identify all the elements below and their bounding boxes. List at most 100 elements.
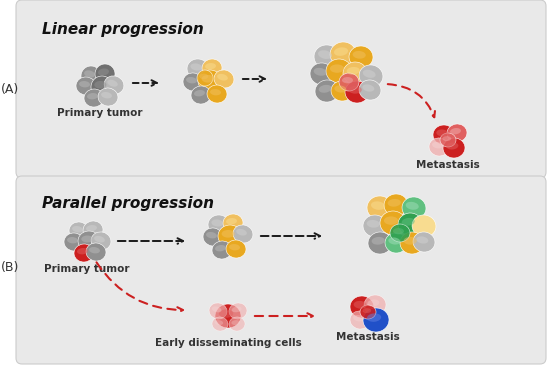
Ellipse shape [72,226,83,232]
Ellipse shape [76,77,96,95]
Ellipse shape [367,299,380,307]
Ellipse shape [214,320,223,325]
Ellipse shape [190,63,202,71]
Ellipse shape [211,220,223,227]
Ellipse shape [215,304,241,328]
Ellipse shape [367,196,393,220]
Ellipse shape [359,65,383,87]
Ellipse shape [429,138,449,156]
Text: Primary tumor: Primary tumor [57,108,143,118]
Ellipse shape [334,47,348,56]
Ellipse shape [404,237,417,244]
Ellipse shape [86,225,97,231]
Ellipse shape [198,70,222,92]
Ellipse shape [229,303,247,319]
Ellipse shape [207,85,227,103]
FancyBboxPatch shape [16,176,546,364]
Ellipse shape [226,218,237,224]
Ellipse shape [364,295,386,315]
FancyBboxPatch shape [16,0,546,178]
Ellipse shape [360,305,376,319]
Ellipse shape [315,80,339,102]
Ellipse shape [350,296,374,318]
Ellipse shape [334,85,346,93]
Ellipse shape [440,133,456,147]
Ellipse shape [214,70,234,88]
Ellipse shape [206,232,217,238]
Ellipse shape [91,232,111,250]
Ellipse shape [81,66,101,86]
Ellipse shape [310,63,334,85]
Ellipse shape [367,220,380,228]
Ellipse shape [371,201,385,210]
Ellipse shape [200,74,208,79]
Ellipse shape [77,248,88,254]
Ellipse shape [400,232,424,254]
Text: (B): (B) [1,261,19,274]
Text: Metastasis: Metastasis [416,160,480,170]
Ellipse shape [107,80,118,87]
Text: Primary tumor: Primary tumor [44,264,130,274]
Text: Early disseminating cells: Early disseminating cells [155,338,301,348]
Ellipse shape [331,81,353,101]
Ellipse shape [78,231,100,251]
Ellipse shape [372,237,385,245]
Ellipse shape [345,81,369,103]
Ellipse shape [349,86,362,94]
Ellipse shape [67,237,78,243]
Ellipse shape [342,77,353,83]
Ellipse shape [343,62,367,84]
Ellipse shape [350,311,370,329]
Ellipse shape [314,68,327,76]
Ellipse shape [346,67,360,75]
Ellipse shape [104,76,124,94]
Ellipse shape [349,46,373,68]
Ellipse shape [363,215,387,237]
Ellipse shape [208,215,230,235]
Ellipse shape [384,216,398,225]
Ellipse shape [393,228,404,234]
Ellipse shape [197,70,213,86]
Ellipse shape [229,317,245,331]
Ellipse shape [450,128,461,134]
Ellipse shape [233,225,253,243]
Ellipse shape [353,315,364,321]
Ellipse shape [202,75,215,83]
Ellipse shape [363,70,376,78]
Ellipse shape [447,124,467,142]
Ellipse shape [416,220,428,228]
Ellipse shape [232,320,240,325]
Ellipse shape [74,244,94,262]
Ellipse shape [402,218,415,226]
Ellipse shape [406,202,419,210]
Ellipse shape [187,59,209,79]
Ellipse shape [183,73,203,91]
Text: Metastasis: Metastasis [336,332,400,342]
Ellipse shape [212,306,222,313]
Ellipse shape [363,308,389,332]
Ellipse shape [94,81,106,89]
Ellipse shape [194,90,205,96]
Ellipse shape [98,88,118,106]
Ellipse shape [84,89,104,107]
Ellipse shape [412,215,436,237]
Ellipse shape [94,236,105,243]
Text: Linear progression: Linear progression [42,22,204,37]
Ellipse shape [186,77,197,83]
Ellipse shape [314,45,340,69]
Ellipse shape [433,125,455,145]
Ellipse shape [191,86,211,104]
Ellipse shape [91,76,113,98]
Text: (A): (A) [1,83,19,97]
Ellipse shape [413,232,435,252]
Ellipse shape [402,197,426,219]
Ellipse shape [79,81,90,87]
Ellipse shape [223,214,243,232]
Ellipse shape [384,194,408,216]
Ellipse shape [385,233,407,253]
Ellipse shape [362,84,375,92]
Ellipse shape [229,244,240,250]
Ellipse shape [388,238,400,244]
Ellipse shape [432,142,443,149]
Ellipse shape [64,233,84,251]
